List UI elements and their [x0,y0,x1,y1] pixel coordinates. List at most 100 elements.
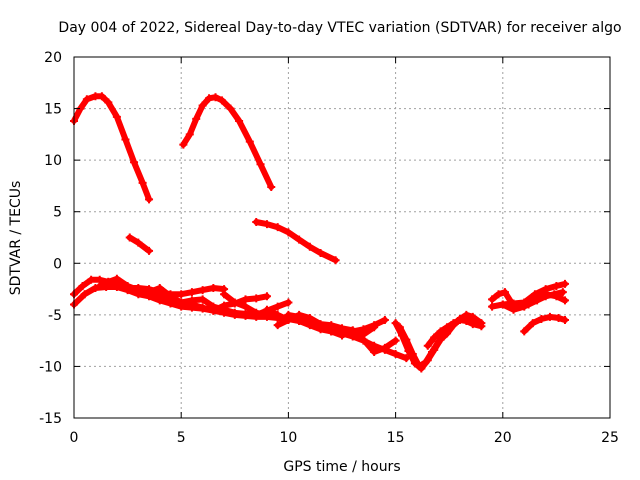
data-point [520,327,529,336]
series-arc-15 [423,316,486,350]
data-point [436,327,445,336]
data-point [252,294,261,303]
data-point [545,312,554,321]
data-point [97,92,106,101]
data-series [70,92,569,373]
y-tick-label: 0 [53,256,62,272]
y-axis-label: SDTVAR / TECUs [8,181,24,296]
data-point [198,101,207,110]
series-arc-2 [125,233,154,255]
data-point [187,296,196,305]
x-tick-label: 20 [494,430,512,446]
data-point [112,112,121,121]
data-point [198,295,207,304]
data-point [520,302,529,311]
data-point [198,303,207,312]
data-point [145,288,154,297]
data-point [462,317,471,326]
data-point [177,290,186,299]
data-point [284,228,293,237]
data-point [552,292,561,301]
data-point [192,114,201,123]
data-point [391,336,400,345]
data-point [554,313,563,322]
data-point [138,178,147,187]
data-point [498,300,507,309]
series-arc-1 [70,92,154,204]
data-point [226,104,235,113]
data-point [430,333,439,342]
data-point [402,335,411,344]
data-point [179,140,188,149]
data-point [241,295,250,304]
data-point [338,329,346,338]
x-tick-label: 25 [601,430,619,446]
data-point [220,290,229,299]
data-point [415,362,424,371]
data-point [262,292,271,301]
data-point [560,316,569,325]
series-arc-3 [179,93,276,191]
data-point [209,302,218,311]
data-point [273,310,282,319]
y-tick-label: -15 [39,411,62,427]
data-point [252,308,261,317]
data-point [348,327,357,336]
series-trace [126,234,152,254]
data-point [134,238,143,247]
data-point [205,94,214,103]
x-tick-label: 10 [279,430,297,446]
data-point [305,319,314,328]
data-point [104,98,113,107]
data-point [273,302,282,311]
data-point [262,305,271,314]
data-point [241,309,250,318]
data-point [449,319,458,328]
data-point [295,312,304,321]
data-point [198,286,207,295]
data-point [421,358,430,367]
data-point [145,195,154,204]
data-point [217,96,226,105]
data-point [488,302,497,311]
data-point [284,298,293,307]
data-point [95,281,104,290]
data-point [220,305,229,314]
data-point [112,274,121,283]
data-point [370,347,379,356]
y-tick-label: 5 [53,205,62,221]
data-point [509,305,518,314]
series-arc-18 [498,290,569,314]
data-point [391,350,400,359]
data-point [155,284,164,293]
series-trace [285,311,388,337]
data-point [245,137,254,146]
x-tick-label: 5 [177,430,186,446]
data-point [443,323,452,332]
data-point [477,322,486,331]
data-point [327,327,336,336]
data-point [252,218,261,227]
series-trace [253,219,339,264]
data-point [155,292,164,301]
data-point [284,310,293,319]
data-point [558,288,567,297]
x-axis-label: GPS time / hours [283,459,400,475]
data-point [316,323,325,332]
data-point [455,316,464,325]
data-point [230,298,239,307]
data-point [434,337,443,346]
axis-ticks: 0 5 10 15 20 25 -15 -10 -5 0 5 10 15 20 [39,50,619,446]
data-point [185,130,194,139]
data-point [82,95,91,104]
data-point [530,295,539,304]
data-point [104,277,113,286]
data-point [423,341,432,350]
data-point [541,290,550,299]
grid-lines [74,57,610,418]
y-tick-label: 10 [44,153,62,169]
data-point [125,233,134,242]
data-point [166,295,175,304]
y-tick-label: 15 [44,102,62,118]
data-point [80,290,89,299]
